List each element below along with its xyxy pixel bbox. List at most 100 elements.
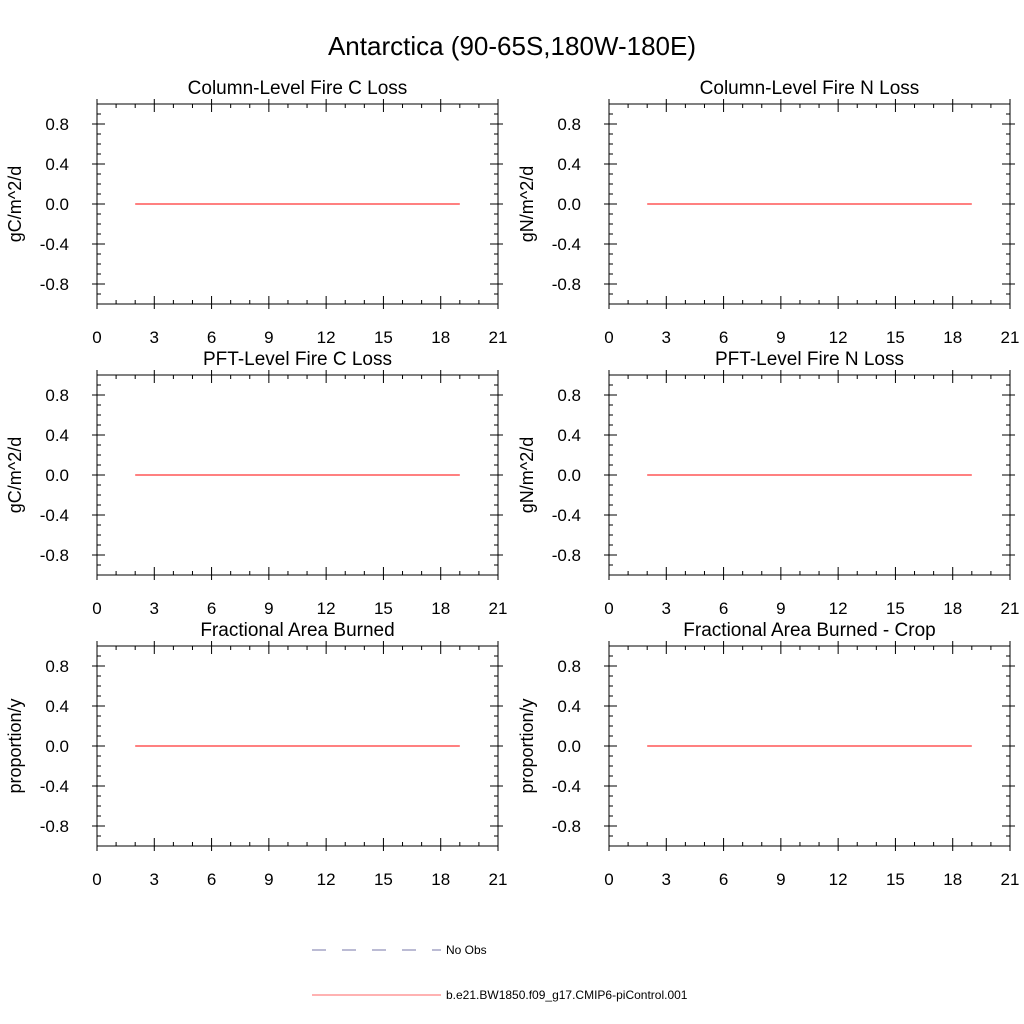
y-tick-label: 0.0 (45, 737, 69, 756)
x-tick-label: 15 (886, 870, 905, 889)
panel-title: Fractional Area Burned - Crop (683, 620, 935, 641)
y-axis-label: proportion/y (517, 698, 537, 793)
y-axis-label: gC/m^2/d (5, 166, 25, 242)
x-tick-label: 9 (264, 328, 273, 347)
y-tick-label: -0.4 (552, 506, 581, 525)
y-tick-label: 0.4 (45, 426, 69, 445)
legend-label: No Obs (446, 943, 487, 957)
y-tick-label: 0.4 (557, 426, 581, 445)
chart-panel: PFT-Level Fire C Loss 0 3 6 9 12 15 18 21 -0.8 -0.… (5, 349, 507, 618)
x-tick-label: 0 (92, 599, 101, 618)
x-tick-label: 0 (604, 328, 613, 347)
y-tick-label: -0.4 (40, 235, 69, 254)
y-tick-label: 0.8 (557, 386, 581, 405)
y-tick-label: -0.8 (552, 275, 581, 294)
y-axis-label: gN/m^2/d (517, 437, 537, 513)
y-tick-label: -0.8 (40, 275, 69, 294)
x-tick-label: 18 (943, 870, 962, 889)
x-tick-label: 0 (92, 328, 101, 347)
x-tick-label: 0 (92, 870, 101, 889)
y-tick-label: -0.8 (552, 546, 581, 565)
x-tick-label: 6 (719, 870, 728, 889)
y-axis-label: proportion/y (5, 698, 25, 793)
y-tick-label: 0.8 (45, 115, 69, 134)
y-tick-label: 0.0 (45, 195, 69, 214)
x-tick-label: 9 (776, 328, 785, 347)
x-tick-label: 15 (886, 328, 905, 347)
panel-title: PFT-Level Fire C Loss (203, 349, 392, 370)
y-tick-label: 0.0 (45, 466, 69, 485)
chart-panel: Fractional Area Burned 0 3 6 9 12 15 18 21 -0.8 -0… (5, 620, 507, 889)
panel-title: Fractional Area Burned (200, 620, 394, 641)
x-tick-label: 9 (776, 599, 785, 618)
panel-title: PFT-Level Fire N Loss (715, 349, 904, 370)
x-tick-label: 3 (662, 599, 671, 618)
y-axis-label: gN/m^2/d (517, 166, 537, 242)
x-tick-label: 9 (264, 599, 273, 618)
x-tick-label: 18 (943, 599, 962, 618)
x-tick-label: 6 (719, 328, 728, 347)
y-tick-label: 0.8 (557, 115, 581, 134)
legend: No Obs b.e21.BW1850.f09_g17.CMIP6-piContr… (312, 943, 688, 1002)
x-tick-label: 9 (776, 870, 785, 889)
x-tick-label: 21 (489, 328, 508, 347)
x-tick-label: 3 (662, 328, 671, 347)
x-tick-label: 3 (150, 870, 159, 889)
x-tick-label: 15 (374, 870, 393, 889)
y-tick-label: 0.4 (45, 155, 69, 174)
y-tick-label: 0.4 (557, 155, 581, 174)
x-tick-label: 6 (207, 599, 216, 618)
x-tick-label: 21 (1001, 599, 1020, 618)
x-tick-label: 6 (719, 599, 728, 618)
x-tick-label: 15 (374, 328, 393, 347)
x-tick-label: 21 (489, 870, 508, 889)
panel-title: Column-Level Fire N Loss (700, 78, 920, 99)
x-tick-label: 12 (317, 599, 336, 618)
x-tick-label: 12 (317, 328, 336, 347)
y-tick-label: -0.8 (552, 817, 581, 836)
x-tick-label: 3 (150, 599, 159, 618)
y-tick-label: 0.0 (557, 737, 581, 756)
figure-title: Antarctica (90-65S,180W-180E) (328, 31, 696, 61)
x-tick-label: 21 (1001, 328, 1020, 347)
panels: Column-Level Fire C Loss 0 3 6 9 12 15 18 21 -0.8… (5, 78, 1019, 889)
x-tick-label: 18 (943, 328, 962, 347)
x-tick-label: 0 (604, 870, 613, 889)
y-tick-label: 0.8 (45, 657, 69, 676)
y-tick-label: -0.4 (552, 235, 581, 254)
x-tick-label: 21 (1001, 870, 1020, 889)
y-tick-label: -0.4 (40, 777, 69, 796)
y-tick-label: 0.8 (45, 386, 69, 405)
chart-panel: Fractional Area Burned - Crop 0 3 6 9 12 15 18 2… (517, 620, 1019, 889)
y-tick-label: 0.4 (45, 697, 69, 716)
chart-panel: Column-Level Fire C Loss 0 3 6 9 12 15 18 21 -0.8… (5, 78, 507, 347)
legend-label: b.e21.BW1850.f09_g17.CMIP6-piControl.001 (446, 988, 688, 1002)
x-tick-label: 15 (886, 599, 905, 618)
x-tick-label: 6 (207, 870, 216, 889)
x-tick-label: 12 (829, 328, 848, 347)
x-tick-label: 6 (207, 328, 216, 347)
x-tick-label: 18 (431, 328, 450, 347)
chart-panel: PFT-Level Fire N Loss 0 3 6 9 12 15 18 21 -0.8 -0.… (517, 349, 1019, 618)
y-tick-label: 0.0 (557, 195, 581, 214)
x-tick-label: 3 (150, 328, 159, 347)
x-tick-label: 0 (604, 599, 613, 618)
x-tick-label: 18 (431, 870, 450, 889)
x-tick-label: 21 (489, 599, 508, 618)
x-tick-label: 15 (374, 599, 393, 618)
y-tick-label: 0.8 (557, 657, 581, 676)
y-axis-label: gC/m^2/d (5, 437, 25, 513)
panel-title: Column-Level Fire C Loss (188, 78, 408, 99)
x-tick-label: 12 (829, 599, 848, 618)
x-tick-label: 12 (317, 870, 336, 889)
y-tick-label: -0.4 (552, 777, 581, 796)
chart-panel: Column-Level Fire N Loss 0 3 6 9 12 15 18 21 -0.8… (517, 78, 1019, 347)
x-tick-label: 9 (264, 870, 273, 889)
x-tick-label: 3 (662, 870, 671, 889)
y-tick-label: -0.8 (40, 817, 69, 836)
y-tick-label: 0.4 (557, 697, 581, 716)
y-tick-label: -0.8 (40, 546, 69, 565)
x-tick-label: 18 (431, 599, 450, 618)
y-tick-label: -0.4 (40, 506, 69, 525)
